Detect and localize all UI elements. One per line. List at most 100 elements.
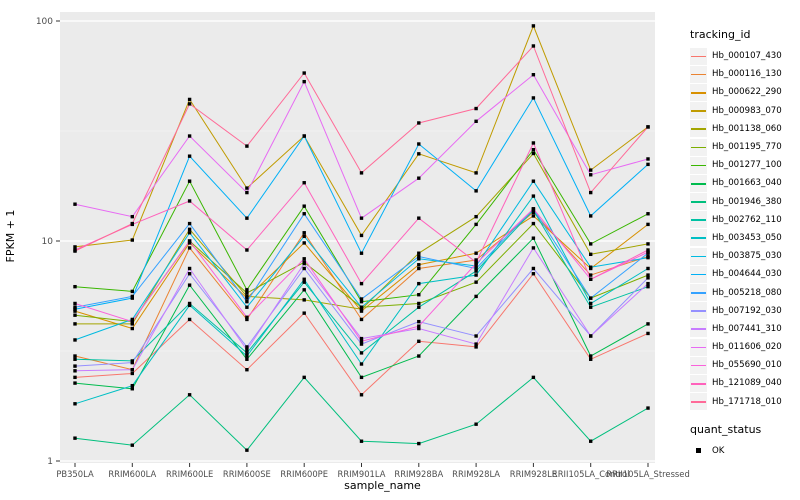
data-point <box>187 134 192 138</box>
data-point <box>417 142 421 146</box>
data-point <box>359 297 364 301</box>
data-point <box>646 162 650 167</box>
data-point <box>302 375 306 380</box>
data-point <box>130 326 134 331</box>
data-point <box>130 317 134 322</box>
data-point <box>417 326 421 331</box>
data-point <box>359 233 364 238</box>
data-point <box>474 269 478 273</box>
data-point <box>474 106 478 111</box>
data-point <box>73 381 77 385</box>
data-point <box>474 280 478 284</box>
quant-ok-row: OK <box>690 442 798 460</box>
data-point <box>302 71 306 75</box>
data-point <box>474 214 478 219</box>
data-point <box>646 255 650 260</box>
legend-row-Hb_011606_020: Hb_011606_020 <box>690 338 798 356</box>
data-point <box>359 317 364 322</box>
data-point <box>474 189 478 193</box>
x-tick-label: RRIM600SE <box>223 469 271 479</box>
data-point <box>589 214 593 218</box>
data-point <box>130 387 134 391</box>
x-tick-label: RRIM901LA <box>338 469 386 479</box>
data-point <box>245 351 249 355</box>
data-point <box>130 368 134 372</box>
data-point <box>417 305 421 309</box>
data-point <box>646 212 650 216</box>
legend-row-Hb_001277_100: Hb_001277_100 <box>690 156 798 174</box>
x-tick-label: RRIM928LA <box>452 469 500 479</box>
data-point <box>474 171 478 175</box>
data-point <box>474 273 478 277</box>
data-point <box>73 402 77 406</box>
legend: tracking_id Hb_000107_430 Hb_000116_130 Hb… <box>690 28 798 460</box>
data-point <box>130 319 134 324</box>
data-point <box>589 439 593 443</box>
data-point <box>187 246 192 250</box>
data-point <box>73 322 77 326</box>
legend-row-Hb_121089_040: Hb_121089_040 <box>690 374 798 392</box>
data-point <box>417 251 421 255</box>
legend-label: Hb_007192_030 <box>712 305 782 316</box>
legend-label: Hb_000107_430 <box>712 51 782 62</box>
plot-panel: 1 10 100 PB350LA RRIM600LA RRIM600LE RRIM600SE… <box>4 12 690 492</box>
legend-label: Hb_001195_770 <box>712 142 782 153</box>
legend-row-Hb_003875_030: Hb_003875_030 <box>690 247 798 265</box>
data-point <box>531 272 536 276</box>
legend-key-icon <box>690 374 707 392</box>
data-point <box>73 375 77 380</box>
legend-title-tracking-id: tracking_id <box>690 28 751 41</box>
data-point <box>245 354 249 358</box>
legend-key-icon <box>690 47 707 65</box>
data-point <box>474 264 478 268</box>
data-point <box>531 207 536 211</box>
data-point <box>130 383 134 388</box>
data-point <box>589 354 593 358</box>
legend-title-quant-status: quant_status <box>690 422 762 436</box>
data-point <box>73 313 77 317</box>
quant-ok-key-icon <box>690 442 707 459</box>
data-point <box>474 266 478 271</box>
data-point <box>531 96 536 100</box>
legend-key-icon <box>690 302 707 320</box>
data-point <box>531 210 536 215</box>
legend-row-Hb_002762_110: Hb_002762_110 <box>690 211 798 229</box>
data-point <box>417 266 421 271</box>
data-point <box>531 179 536 183</box>
data-point <box>245 345 249 349</box>
data-point <box>302 79 306 84</box>
data-point <box>359 393 364 397</box>
data-point <box>359 362 364 366</box>
data-point <box>245 368 249 372</box>
data-point <box>187 154 192 158</box>
y-axis-title: FPKM + 1 <box>4 210 17 263</box>
data-point <box>302 277 306 281</box>
quant-status-section: quant_status OK <box>690 423 798 460</box>
data-point <box>417 216 421 220</box>
legend-label: Hb_004644_030 <box>712 269 782 280</box>
data-point <box>245 299 249 304</box>
data-point <box>130 360 134 365</box>
legend-label: Hb_001663_040 <box>712 178 782 189</box>
data-point <box>417 281 421 286</box>
data-point <box>589 334 593 338</box>
data-point <box>589 242 593 246</box>
data-point <box>245 144 249 148</box>
data-point <box>187 241 192 245</box>
legend-key-icon <box>690 120 707 138</box>
data-point <box>589 357 593 361</box>
data-point <box>73 436 77 440</box>
legend-label: Hb_000116_130 <box>712 69 782 80</box>
data-point <box>302 241 306 245</box>
legend-label: Hb_005218_080 <box>712 287 782 298</box>
data-point <box>73 364 77 368</box>
data-point <box>73 305 77 309</box>
data-point <box>417 324 421 328</box>
data-point <box>187 239 192 243</box>
data-point <box>130 371 134 376</box>
y-tick-label: 10 <box>42 237 54 247</box>
data-point <box>302 134 306 138</box>
data-point <box>73 309 77 313</box>
data-point <box>187 179 192 183</box>
data-point <box>531 221 536 226</box>
